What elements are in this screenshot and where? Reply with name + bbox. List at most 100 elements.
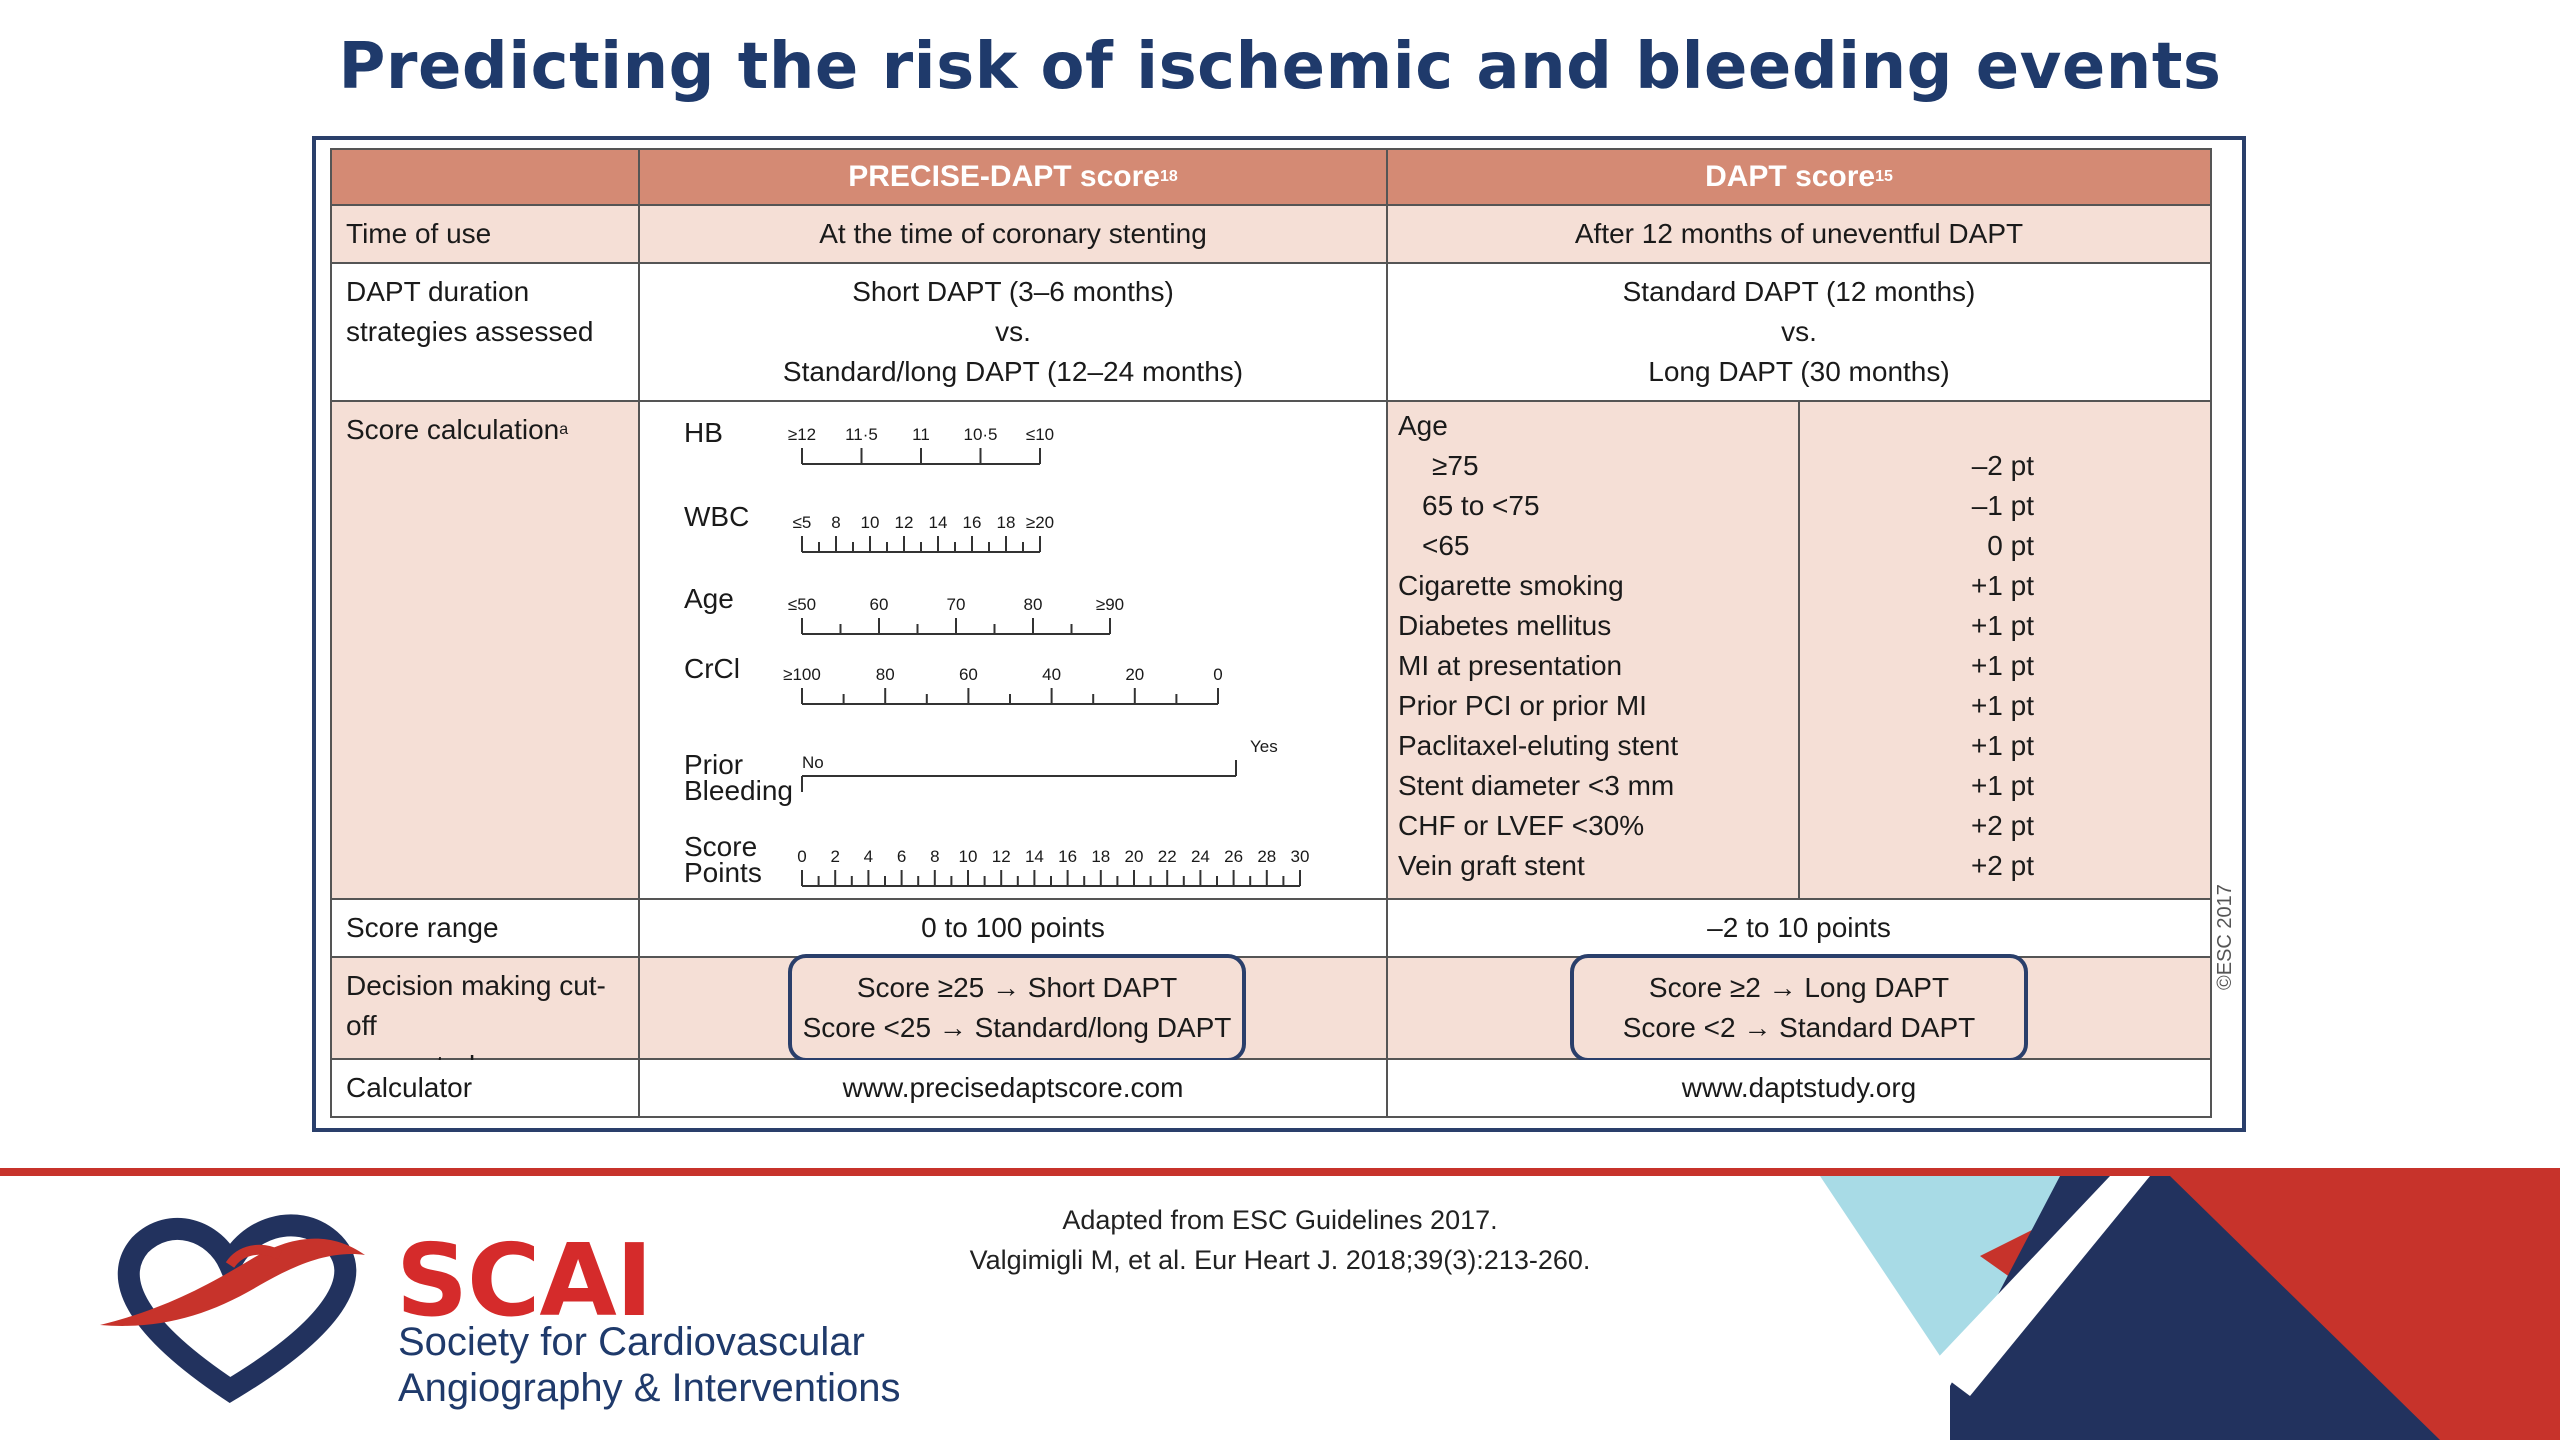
wbc-scale-tick-label: 14 bbox=[929, 513, 948, 532]
cutoff-label: Decision making cut-off suggested bbox=[330, 958, 640, 1081]
score-range-label: Score range bbox=[330, 900, 640, 958]
cutoff-label-line1: Decision making cut-off bbox=[346, 970, 606, 1041]
points-scale-tick-label: 26 bbox=[1224, 847, 1243, 866]
calculator-dapt-link[interactable]: www.daptstudy.org bbox=[1388, 1060, 2212, 1118]
crcl-scale-label: CrCl bbox=[684, 653, 740, 684]
bleeding-no-label: No bbox=[802, 753, 824, 772]
dapt-factor-points: +1 pt bbox=[1970, 770, 2034, 801]
header-dapt: DAPT score 15 bbox=[1388, 148, 2212, 206]
cutoff-dapt-line1: Score ≥2 → Long DAPT bbox=[1648, 972, 1950, 1003]
header-precise-dapt: PRECISE-DAPT score 18 bbox=[640, 148, 1388, 206]
points-scale-label-2: Points bbox=[684, 857, 762, 888]
table-header-row: PRECISE-DAPT score 18 DAPT score 15 bbox=[330, 148, 2212, 206]
dapt-factor-points: +1 pt bbox=[1970, 610, 2034, 641]
citation-line2: Valgimigli M, et al. Eur Heart J. 2018;3… bbox=[969, 1245, 1591, 1275]
dapt-factor-column: Age ≥75 65 to <75 <65 Cigarette smoking Diabe… bbox=[1388, 402, 1800, 900]
dapt-factor-points: –2 pt bbox=[1971, 450, 2034, 481]
wbc-scale-tick-label: 16 bbox=[963, 513, 982, 532]
points-scale-label: Score bbox=[684, 831, 757, 862]
wbc-scale-tick-label: 18 bbox=[997, 513, 1016, 532]
age-scale-label: Age bbox=[684, 583, 734, 614]
dapt-factor-label: Vein graft stent bbox=[1398, 850, 1585, 881]
wbc-scale-tick-label: ≤5 bbox=[793, 513, 812, 532]
header-dapt-label: DAPT score bbox=[1705, 160, 1876, 193]
time-of-use-precise: At the time of coronary stenting bbox=[640, 206, 1388, 264]
dapt-factor-label: ≥75 bbox=[1432, 450, 1479, 481]
duration-label-line2: strategies assessed bbox=[346, 316, 594, 347]
dapt-factor-points: 0 pt bbox=[1987, 530, 2034, 561]
dapt-factor-points: +2 pt bbox=[1970, 810, 2034, 841]
age-scale-tick-label: ≥90 bbox=[1096, 595, 1124, 614]
slide-title: Predicting the risk of ischemic and blee… bbox=[338, 30, 2222, 104]
dapt-factor-points: –1 pt bbox=[1971, 490, 2034, 521]
scai-logo-line1: Society for Cardiovascular bbox=[398, 1320, 865, 1364]
points-scale-tick-label: 10 bbox=[959, 847, 978, 866]
age-scale-tick-label: 60 bbox=[870, 595, 889, 614]
header-dapt-ref: 15 bbox=[1875, 168, 1893, 185]
duration-precise-line3: Standard/long DAPT (12–24 months) bbox=[782, 356, 1244, 387]
crcl-scale-tick-label: 20 bbox=[1125, 665, 1144, 684]
dapt-factor-points: +1 pt bbox=[1970, 650, 2034, 681]
duration-label: DAPT duration strategies assessed bbox=[330, 264, 640, 402]
time-of-use-dapt: After 12 months of uneventful DAPT bbox=[1388, 206, 2212, 264]
cutoff-dapt-line2: Score <2 → Standard DAPT bbox=[1622, 1012, 1976, 1043]
score-calculation-footnote: a bbox=[559, 421, 569, 438]
age-scale-tick-label: 80 bbox=[1024, 595, 1043, 614]
dapt-factor-label: MI at presentation bbox=[1398, 650, 1623, 681]
dapt-factor-label: Paclitaxel-eluting stent bbox=[1398, 730, 1679, 761]
cutoff-dapt-box: Score ≥2 → Long DAPT Score <2 → Standard… bbox=[1570, 954, 2028, 1062]
wbc-scale-tick-label: 8 bbox=[831, 513, 840, 532]
duration-precise: Short DAPT (3–6 months) vs. Standard/lon… bbox=[640, 264, 1388, 402]
citation: Adapted from ESC Guidelines 2017. Valgim… bbox=[920, 1200, 1640, 1280]
dapt-factor-label: Age bbox=[1398, 410, 1448, 441]
cutoff-dapt-cell: Score ≥2 → Long DAPT Score <2 → Standard… bbox=[1388, 954, 2212, 1062]
bleeding-label: Prior bbox=[684, 749, 743, 780]
dapt-factor-points: +1 pt bbox=[1970, 690, 2034, 721]
dapt-factor-label: Stent diameter <3 mm bbox=[1398, 770, 1675, 801]
wbc-scale-tick-label: 12 bbox=[895, 513, 914, 532]
wbc-scale-label: WBC bbox=[684, 501, 749, 532]
age-scale-tick-label: ≤50 bbox=[788, 595, 816, 614]
decorative-stripes bbox=[1820, 1176, 2560, 1440]
row-cutoff: Decision making cut-off suggested Score … bbox=[330, 954, 2212, 1081]
comparison-table: PRECISE-DAPT score 18 DAPT score 15 Time o… bbox=[330, 148, 2212, 1118]
score-calculation-label: Score calculation a bbox=[330, 402, 640, 900]
points-scale-tick-label: 0 bbox=[797, 847, 806, 866]
hb-scale-tick-label: 10·5 bbox=[963, 425, 997, 444]
cutoff-precise-line1: Score ≥25 → Short DAPT bbox=[856, 972, 1178, 1003]
cutoff-precise-cell: Score ≥25 → Short DAPT Score <25 → Stand… bbox=[640, 954, 1388, 1062]
hb-scale-tick-label: ≥12 bbox=[788, 425, 816, 444]
header-empty-cell bbox=[330, 148, 640, 206]
dapt-factor-label: Prior PCI or prior MI bbox=[1398, 690, 1647, 721]
cutoff-precise-box: Score ≥25 → Short DAPT Score <25 → Stand… bbox=[788, 954, 1246, 1062]
hb-scale-tick-label: 11·5 bbox=[845, 425, 878, 444]
dapt-factor-label: 65 to <75 bbox=[1422, 490, 1540, 521]
crcl-scale-tick-label: 80 bbox=[876, 665, 895, 684]
duration-dapt: Standard DAPT (12 months) vs. Long DAPT … bbox=[1388, 264, 2212, 402]
bleeding-yes-label: Yes bbox=[1250, 737, 1278, 756]
white-stripe-gap bbox=[1930, 1176, 2150, 1396]
calculator-precise-link[interactable]: www.precisedaptscore.com bbox=[640, 1060, 1388, 1118]
score-calculation-text: Score calculation bbox=[346, 414, 560, 445]
esc-copyright: ©ESC 2017 bbox=[2214, 884, 2236, 990]
duration-label-line1: DAPT duration bbox=[346, 276, 530, 307]
scai-logo-line2: Angiography & Interventions bbox=[398, 1366, 901, 1410]
points-scale-tick-label: 28 bbox=[1257, 847, 1276, 866]
scai-logo-text: SCAI bbox=[396, 1222, 653, 1339]
points-scale-tick-label: 22 bbox=[1158, 847, 1177, 866]
hb-scale-tick-label: 11 bbox=[912, 425, 930, 444]
points-scale-tick-label: 20 bbox=[1125, 847, 1144, 866]
points-scale-tick-label: 14 bbox=[1025, 847, 1044, 866]
score-range-dapt: –2 to 10 points bbox=[1388, 900, 2212, 958]
time-of-use-label: Time of use bbox=[330, 206, 640, 264]
dapt-factor-points: +1 pt bbox=[1970, 730, 2034, 761]
duration-precise-line2: vs. bbox=[995, 316, 1031, 347]
dapt-factor-points: +1 pt bbox=[1970, 570, 2034, 601]
points-scale-tick-label: 18 bbox=[1091, 847, 1110, 866]
points-scale-tick-label: 30 bbox=[1291, 847, 1310, 866]
crcl-scale-tick-label: 40 bbox=[1042, 665, 1061, 684]
crcl-scale-tick-label: 0 bbox=[1213, 665, 1222, 684]
bleeding-label-2: Bleeding bbox=[684, 775, 793, 806]
citation-line1: Adapted from ESC Guidelines 2017. bbox=[1062, 1205, 1498, 1235]
scai-heart-icon bbox=[100, 1214, 365, 1404]
